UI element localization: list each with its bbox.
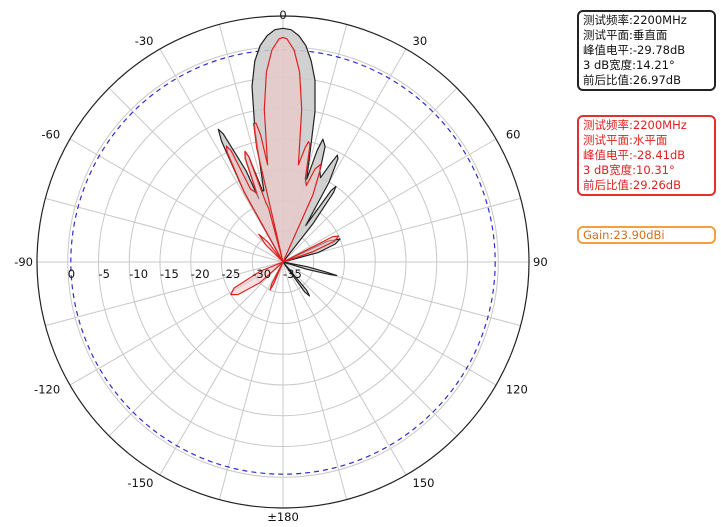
polar-chart: 0 30 60 90 120 150 ±180 -150 -120 -90 -60 -30 0 -5 -10… xyxy=(14,8,547,524)
legend-line: 测试频率:2200MHz xyxy=(583,13,687,27)
angle-label: 0 xyxy=(279,8,286,22)
angle-label: 150 xyxy=(413,476,435,490)
angle-label: 60 xyxy=(506,128,521,142)
legend-line: 峰值电平:-28.41dB xyxy=(583,148,686,162)
legend-line: 前后比值:26.97dB xyxy=(583,73,681,87)
horizontal-plane-legend: 测试频率:2200MHz 测试平面:水平面 峰值电平:-28.41dB 3 dB… xyxy=(577,115,716,196)
radial-tick-label: -15 xyxy=(160,267,179,281)
angle-label: -30 xyxy=(135,34,154,48)
angle-label: 120 xyxy=(506,383,528,397)
radial-tick-label: 0 xyxy=(68,267,75,281)
radial-tick-label: -20 xyxy=(191,267,210,281)
radial-tick-label: -30 xyxy=(252,267,271,281)
gain-label: Gain:23.90dBi xyxy=(577,226,716,244)
legend-line: 3 dB宽度:10.31° xyxy=(583,163,675,177)
legend-line: 峰值电平:-29.78dB xyxy=(583,43,686,57)
angle-label: 30 xyxy=(413,34,428,48)
legend-line: 测试频率:2200MHz xyxy=(583,118,687,132)
angle-label: -120 xyxy=(34,383,60,397)
radial-tick-label: -35 xyxy=(283,267,302,281)
horizontal-plane-pattern xyxy=(225,36,340,296)
vertical-plane-legend: 测试频率:2200MHz 测试平面:垂直面 峰值电平:-29.78dB 3 dB… xyxy=(577,10,716,91)
angle-label: 90 xyxy=(533,255,548,269)
angle-label: ±180 xyxy=(267,510,299,524)
radial-tick-label: -25 xyxy=(222,267,241,281)
legend-line: 3 dB宽度:14.21° xyxy=(583,58,675,72)
angle-label: -90 xyxy=(14,255,33,269)
pattern-series-layer xyxy=(217,27,341,297)
radial-tick-label: -10 xyxy=(129,267,148,281)
radial-tick-label: -5 xyxy=(99,267,110,281)
angle-label: -150 xyxy=(127,476,153,490)
legend-line: 前后比值:29.26dB xyxy=(583,178,681,192)
legend-line: 测试平面:水平面 xyxy=(583,133,668,147)
legend-line: 测试平面:垂直面 xyxy=(583,28,668,42)
axis-labels: 0 30 60 90 120 150 ±180 -150 -120 -90 -60 -30 0 -5 -10… xyxy=(14,8,547,524)
angle-label: -60 xyxy=(41,128,60,142)
outer-ring xyxy=(36,15,530,509)
